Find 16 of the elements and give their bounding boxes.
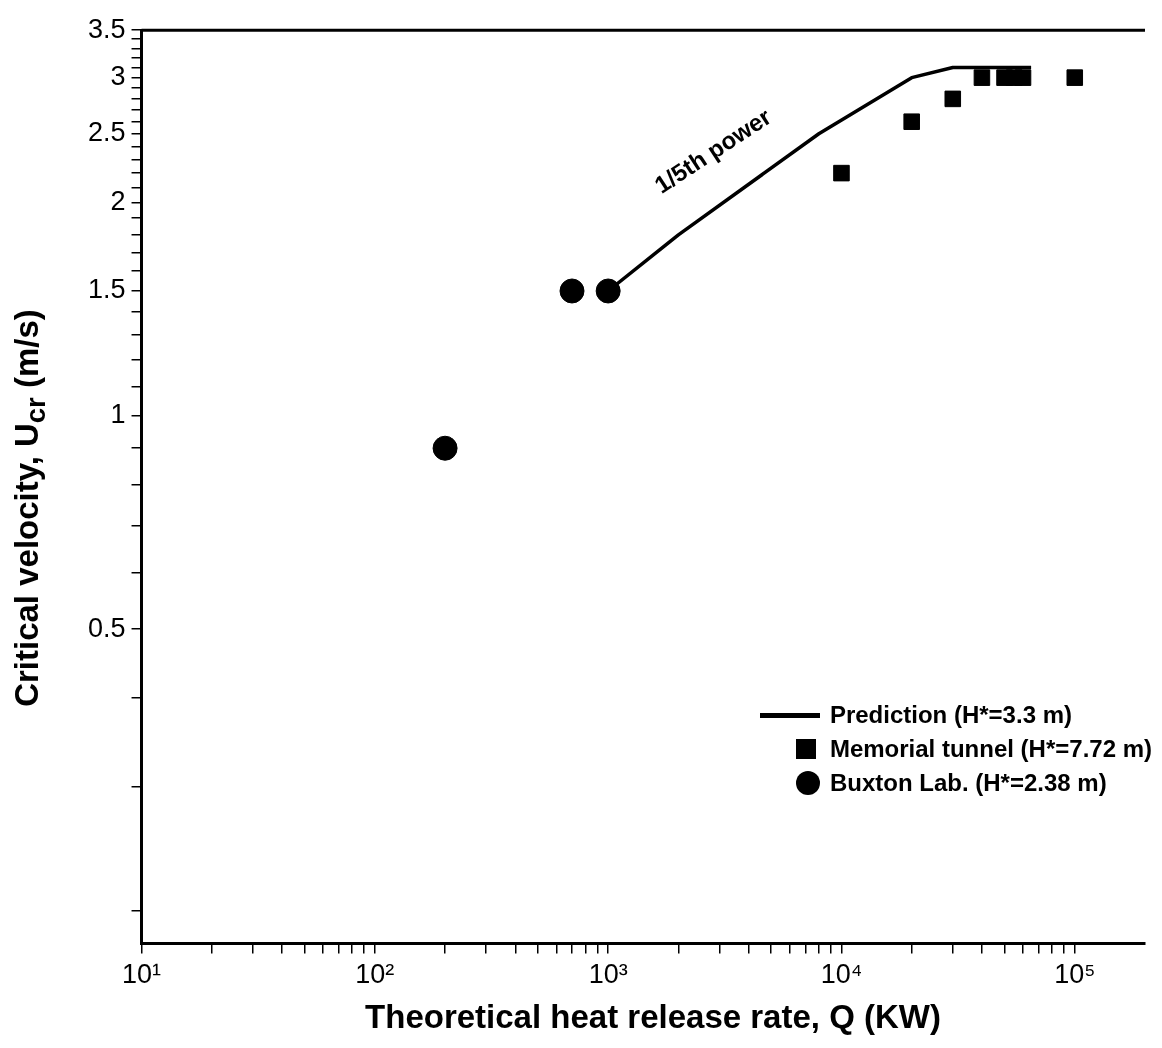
x-tick-label: 10²	[355, 959, 395, 990]
legend-label: Memorial tunnel (H*=7.72 m)	[829, 735, 1152, 763]
legend-label: Prediction (H*=3.3 m)	[829, 701, 1072, 729]
x-axis-title: Theoretical heat release rate, Q (KW)	[364, 998, 942, 1036]
y-tick-label: 1.5	[87, 274, 126, 305]
y-tick-label: 3	[110, 61, 126, 92]
x-tick-label: 10⁴	[820, 959, 863, 990]
y-tick-label: 0.5	[87, 612, 126, 643]
legend-label: Buxton Lab. (H*=2.38 m)	[829, 769, 1107, 797]
y-tick-label: 2	[110, 185, 126, 216]
x-tick-label: 10⁵	[1054, 959, 1096, 990]
x-tick-label: 10³	[588, 959, 628, 990]
y-tick-label: 3.5	[87, 13, 126, 44]
x-tick-label: 10¹	[122, 959, 162, 990]
y-tick-label: 2.5	[87, 117, 126, 148]
y-tick-label: 1	[110, 399, 126, 430]
